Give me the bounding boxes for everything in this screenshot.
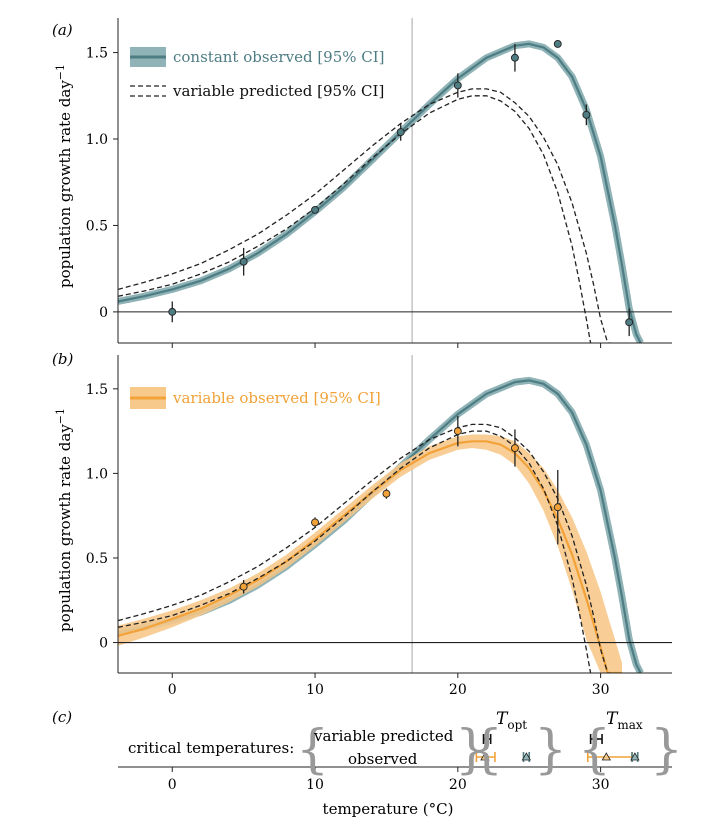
data-point-b-2 <box>382 489 391 498</box>
ytick-label-a-0: 0 <box>99 305 108 321</box>
tmax-T: T <box>606 709 619 729</box>
xtick-label-c-1: 10 <box>306 777 324 793</box>
data-point-a-3 <box>396 128 405 137</box>
xtick-label-c-0: 0 <box>168 777 177 793</box>
crit-marker-5 <box>630 752 640 761</box>
ytick-label-b-3: 1.5 <box>86 382 108 398</box>
panel-c: 0 10 20 30 <box>118 734 672 793</box>
topt-T: T <box>496 709 509 729</box>
data-point-a-1 <box>239 257 248 266</box>
panel-c-label: (c) <box>52 708 72 726</box>
data-point-b-4 <box>510 444 519 452</box>
brace-right-1: } <box>455 720 488 780</box>
crit-marker-0 <box>483 736 489 742</box>
crit-marker-3 <box>592 736 598 742</box>
ytick-label-a-2: 1.0 <box>86 132 108 148</box>
xtick-label-c-2: 20 <box>449 777 467 793</box>
data-point-a-0 <box>168 307 177 316</box>
ylabel-b: population growth rate day−1 <box>54 408 74 632</box>
crit-marker-2 <box>521 752 532 761</box>
xtick-label-b-2: 20 <box>449 682 467 698</box>
xtick-label-b-1: 10 <box>306 682 324 698</box>
xtick-label-b-0: 0 <box>168 682 177 698</box>
xlabel: temperature (°C) <box>323 800 454 818</box>
variable-line <box>118 440 622 673</box>
panel-a: 0 0.5 1.0 1.5 <box>86 18 672 348</box>
critical-obs: observed <box>348 750 418 768</box>
legend-variable-label: variable observed [95% CI] <box>172 389 381 407</box>
critical-label: critical temperatures: <box>128 739 294 757</box>
predicted-upper-b <box>118 423 611 673</box>
brace-left-1: { <box>296 720 329 780</box>
data-point-b-5 <box>553 503 562 512</box>
crit-marker-4 <box>601 752 612 761</box>
topt-label: Topt <box>496 709 527 732</box>
constant-line-a <box>118 42 642 343</box>
ylabel-a-main: population growth rate day <box>56 80 74 288</box>
data-point-a-2 <box>311 205 319 214</box>
panel-a-label: (a) <box>52 21 73 39</box>
tmax-label: Tmax <box>606 709 643 732</box>
data-point-a-7 <box>582 110 591 119</box>
data-point-b-1 <box>311 518 319 527</box>
xtick-label-c-3: 30 <box>592 777 610 793</box>
data-point-a-6 <box>553 39 562 48</box>
ylabel-b-sup: −1 <box>54 408 67 424</box>
data-point-a-4 <box>453 81 462 90</box>
predicted-lower-b <box>118 430 592 673</box>
legend-predicted-label: variable predicted [95% CI] <box>172 82 384 100</box>
panel-b-label: (b) <box>52 350 73 368</box>
topt-sub: opt <box>507 718 527 732</box>
data-point-a-5 <box>510 53 519 62</box>
brace-right-topt: } <box>534 720 567 780</box>
ytick-label-a-1: 0.5 <box>86 218 108 234</box>
ylabel-a-sup: −1 <box>54 64 67 80</box>
ytick-label-a-3: 1.5 <box>86 46 108 62</box>
data-point-b-0 <box>239 582 248 591</box>
critical-vp: variable predicted <box>313 727 454 745</box>
legend-constant-label: constant observed [95% CI] <box>173 48 385 66</box>
plot-area-b <box>118 355 644 673</box>
crit-marker-1 <box>480 752 490 761</box>
tmax-sub: max <box>617 718 643 732</box>
legend-b: variable observed [95% CI] <box>130 387 381 409</box>
ylabel-b-main: population growth rate day <box>56 424 74 632</box>
brace-left-topt: { <box>470 720 503 780</box>
ytick-label-b-0: 0 <box>99 636 108 652</box>
predicted-lower-a <box>118 95 592 343</box>
brace-right-tmax: } <box>650 720 683 780</box>
data-point-b-3 <box>453 427 462 436</box>
ytick-label-b-1: 0.5 <box>86 551 108 567</box>
brace-left-tmax: { <box>578 720 611 780</box>
legend-a: constant observed [95% CI] variable pred… <box>130 47 385 100</box>
panel-b: 0 0.5 1.0 1.5 0 10 20 30 <box>86 355 672 698</box>
variable-band <box>118 434 622 673</box>
data-point-a-8 <box>625 318 634 327</box>
ylabel-a: population growth rate day−1 <box>54 64 74 288</box>
xtick-label-b-3: 30 <box>592 682 610 698</box>
plot-area-a <box>118 18 644 343</box>
ytick-label-b-2: 1.0 <box>86 466 108 482</box>
predicted-upper-a <box>118 88 611 343</box>
